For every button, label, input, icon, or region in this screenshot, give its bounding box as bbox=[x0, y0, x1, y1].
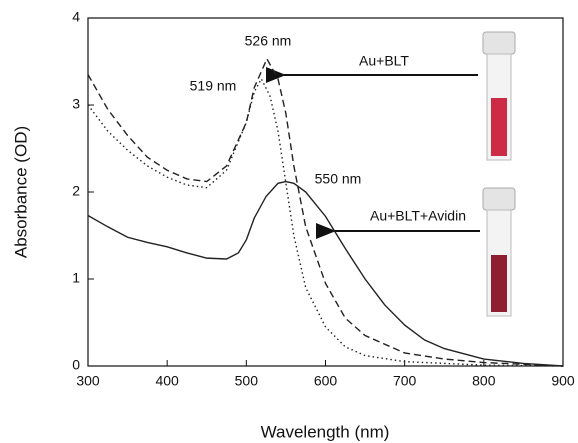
y-tick-label: 2 bbox=[72, 183, 80, 199]
y-tick-label: 4 bbox=[72, 9, 80, 25]
annotation: Au+BLT+Avidin bbox=[370, 208, 466, 224]
data-line bbox=[87, 57, 564, 367]
annotation: 519 nm bbox=[190, 78, 237, 94]
annotation: 550 nm bbox=[315, 171, 362, 187]
data-line bbox=[87, 180, 564, 367]
x-tick-label: 300 bbox=[76, 373, 100, 389]
x-axis-label: Wavelength (nm) bbox=[261, 422, 390, 441]
vial-image bbox=[482, 31, 516, 161]
data-line bbox=[87, 77, 564, 367]
y-tick-label: 3 bbox=[72, 96, 80, 112]
y-axis-label: Absorbance (OD) bbox=[11, 126, 30, 258]
x-tick-label: 700 bbox=[393, 373, 417, 389]
x-tick-label: 400 bbox=[155, 373, 179, 389]
y-tick-label: 1 bbox=[72, 270, 80, 286]
x-tick-label: 600 bbox=[314, 373, 338, 389]
vial-image bbox=[482, 187, 516, 317]
y-tick-label: 0 bbox=[72, 357, 80, 373]
x-tick-label: 800 bbox=[472, 373, 496, 389]
annotation: 526 nm bbox=[245, 33, 292, 49]
x-tick-label: 500 bbox=[235, 373, 259, 389]
x-tick-label: 900 bbox=[551, 373, 575, 389]
annotation: Au+BLT bbox=[359, 53, 409, 69]
